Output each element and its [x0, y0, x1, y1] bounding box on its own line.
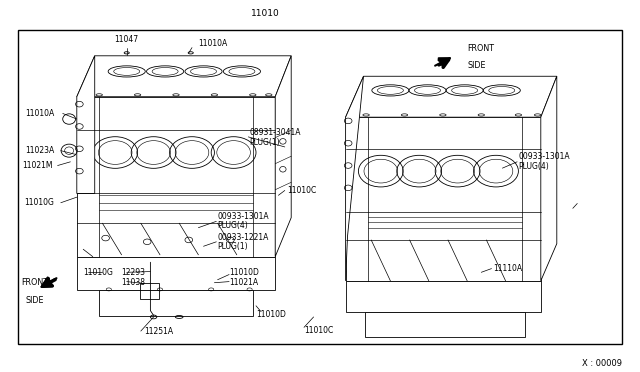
Text: 11010G: 11010G: [83, 268, 113, 277]
Text: 11010A: 11010A: [26, 109, 55, 118]
Text: 11010C: 11010C: [304, 326, 333, 335]
Text: SIDE: SIDE: [26, 296, 44, 305]
Text: 00933-1221A: 00933-1221A: [218, 233, 269, 242]
Text: PLUG(1): PLUG(1): [218, 242, 248, 251]
Text: 00933-1301A: 00933-1301A: [518, 153, 570, 161]
Text: 11021M: 11021M: [22, 161, 53, 170]
Text: 12293: 12293: [122, 268, 146, 277]
Text: 11010G: 11010G: [24, 198, 54, 207]
Text: 11010D: 11010D: [229, 268, 259, 277]
Polygon shape: [275, 56, 291, 257]
Polygon shape: [77, 257, 275, 290]
Text: 11010C: 11010C: [287, 186, 316, 195]
Text: 11038: 11038: [122, 278, 146, 287]
Text: 11047: 11047: [115, 35, 139, 44]
Text: PLUG(4): PLUG(4): [518, 162, 549, 171]
Text: SIDE: SIDE: [467, 61, 486, 70]
Polygon shape: [77, 56, 291, 97]
Text: 11010A: 11010A: [198, 39, 228, 48]
Text: 11021A: 11021A: [229, 278, 259, 287]
Text: 11023A: 11023A: [26, 146, 55, 155]
Text: 11110A: 11110A: [493, 264, 522, 273]
Polygon shape: [77, 56, 95, 193]
Text: 11010: 11010: [252, 9, 280, 17]
Text: FRONT: FRONT: [22, 278, 49, 287]
Polygon shape: [99, 290, 253, 316]
Polygon shape: [77, 97, 275, 257]
Text: 11251A: 11251A: [144, 327, 173, 336]
Text: 08931-3041A: 08931-3041A: [250, 128, 301, 137]
Polygon shape: [346, 76, 557, 117]
Polygon shape: [541, 76, 557, 281]
Text: 11010D: 11010D: [256, 310, 286, 319]
Polygon shape: [346, 76, 364, 281]
Text: PLUG(4): PLUG(4): [218, 221, 248, 230]
Bar: [18, 30, 622, 344]
Text: X : 00009: X : 00009: [582, 359, 622, 368]
Text: PLUG(1): PLUG(1): [250, 138, 280, 147]
Polygon shape: [346, 117, 541, 281]
Text: 00933-1301A: 00933-1301A: [218, 212, 269, 221]
Text: FRONT: FRONT: [467, 44, 494, 53]
Polygon shape: [346, 281, 541, 312]
Polygon shape: [365, 312, 525, 337]
